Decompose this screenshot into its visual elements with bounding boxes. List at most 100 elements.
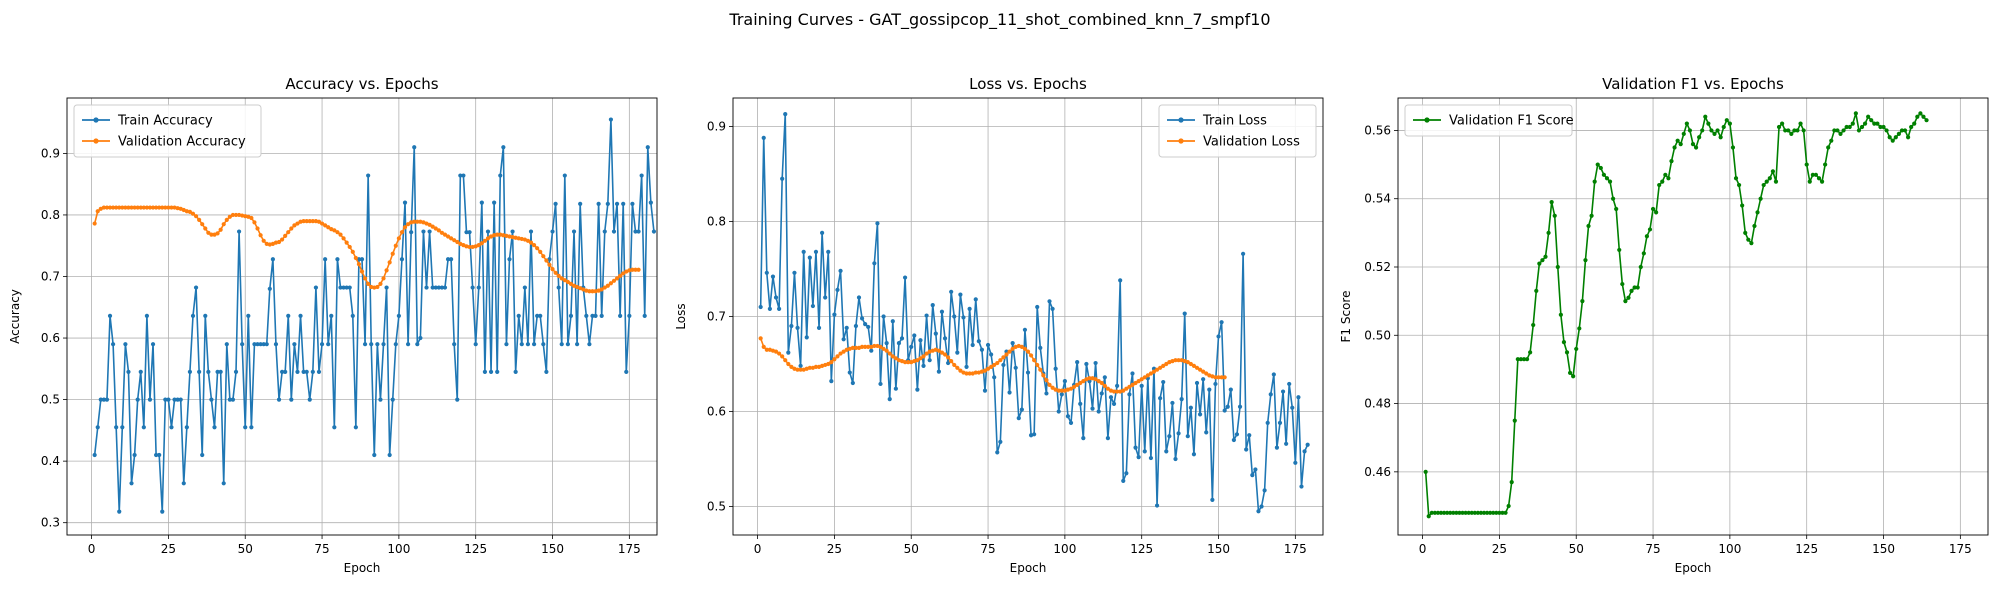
y-tick-label: 0.6 [707,405,726,419]
data-point [1111,401,1117,406]
data-point [961,315,966,320]
y-tick-label: 0.7 [41,269,60,283]
data-point [820,230,825,235]
data-point [1644,234,1650,239]
data-point [264,342,269,347]
data-point [1632,285,1637,290]
data-point [442,232,448,237]
data-point [476,243,481,248]
data-point [1743,230,1748,235]
data-point [1660,179,1665,184]
data-point [101,397,106,402]
data-point [1509,479,1514,485]
data-point [323,257,328,262]
data-point [255,226,260,231]
data-point [1078,401,1083,406]
data-point [1038,345,1043,350]
data-point [1506,503,1511,509]
data-point [789,364,794,369]
data-point [1182,311,1187,316]
data-point [780,176,785,181]
data-point [902,360,908,365]
y-tick-label: 0.7 [707,310,726,324]
data-point [602,285,607,290]
data-point [138,205,143,210]
data-point [1124,471,1129,476]
data-point [618,313,623,318]
data-point [1179,397,1184,402]
data-point [1032,432,1037,437]
data-point [850,345,855,350]
data-point [1194,380,1200,386]
data-point [104,205,110,210]
data-point [1173,456,1178,462]
x-axis-label: Epoch [344,561,381,575]
data-point [1614,206,1619,212]
data-point [1654,210,1659,215]
data-point [1044,391,1049,396]
data-point [110,342,116,347]
x-tick-label: 100 [1053,542,1076,556]
data-point [289,397,294,402]
data-point [132,452,137,458]
data-point [445,257,451,262]
data-point [135,397,140,402]
data-point [618,273,623,278]
data-point [1154,503,1160,508]
data-point [565,279,570,285]
data-point [1084,361,1089,367]
x-tick-label: 125 [1795,542,1818,556]
data-point [1050,306,1055,311]
data-point [1681,131,1686,136]
data-point [1108,395,1114,400]
data-point [218,227,223,232]
data-point [1423,469,1428,474]
data-point [1121,388,1126,393]
data-point [584,313,589,318]
data-point [605,283,610,288]
data-point [1007,390,1012,395]
data-point [627,313,632,318]
data-point [335,257,340,262]
data-point [240,342,245,347]
data-point [1231,437,1236,443]
data-point [1115,389,1120,394]
data-point [301,369,306,374]
data-point [936,369,941,374]
data-point [596,201,601,206]
x-tick-label: 0 [88,542,96,556]
y-tick-label: 0.56 [1364,123,1391,137]
data-point [1749,241,1754,246]
data-point [829,379,834,384]
data-point [405,222,411,227]
data-point [1709,128,1714,133]
data-point [1675,138,1680,143]
data-point [270,257,275,262]
data-point [1540,258,1545,263]
data-point [550,267,555,272]
data-point [970,342,975,348]
data-point [1647,227,1653,232]
data-point [356,262,362,267]
data-point [927,358,932,363]
x-tick-label: 0 [1419,542,1427,556]
data-point [1204,371,1209,376]
data-point [823,295,828,300]
data-point [773,295,779,300]
data-point [568,281,574,286]
data-point [786,361,791,367]
data-point [1724,118,1729,123]
data-point [995,450,1000,455]
legend-swatch-marker [93,138,99,144]
data-point [280,237,285,242]
data-point [138,369,143,374]
data-point [1013,365,1018,370]
data-point [1758,196,1763,201]
data-point [387,260,392,265]
data-point [1561,340,1567,345]
data-point [273,342,279,347]
data-point [405,342,411,347]
data-point [1280,389,1286,394]
data-point [221,222,226,227]
data-point [169,425,174,430]
